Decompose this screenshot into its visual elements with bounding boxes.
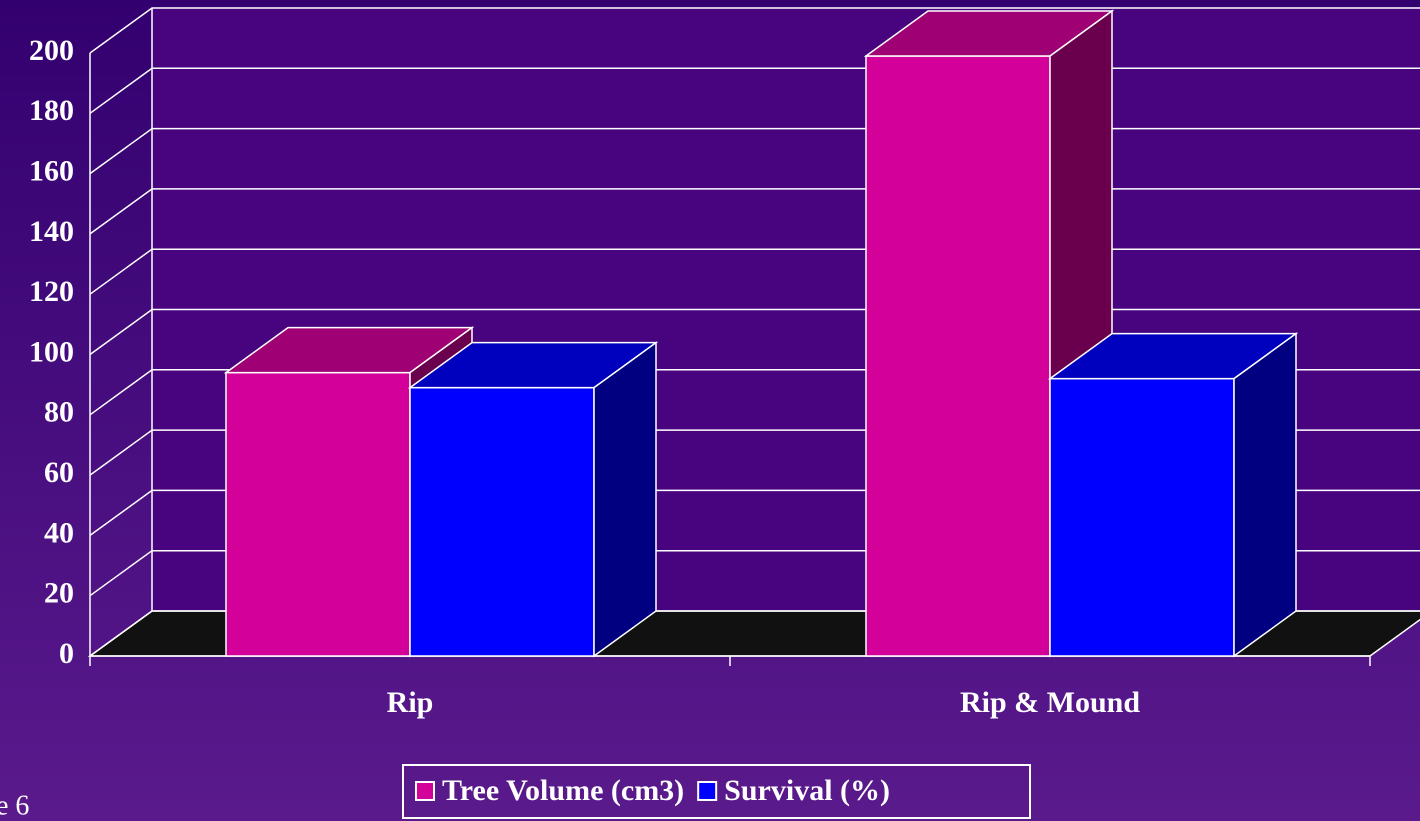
- y-tick-label: 140: [29, 215, 74, 248]
- legend-swatch: [415, 781, 435, 801]
- y-tick-label: 160: [29, 154, 74, 187]
- grid-line: [89, 7, 1420, 54]
- x-tick-label: Rip & Mound: [960, 686, 1140, 719]
- legend-box: [402, 764, 1031, 819]
- legend-label: Survival (%): [724, 774, 890, 807]
- legend: Tree Volume (cm3) Survival (%): [402, 764, 1031, 819]
- bar-side: [593, 341, 657, 658]
- y-tick-label: 100: [29, 335, 74, 368]
- x-tick-label: Rip: [387, 686, 434, 719]
- bar-side: [1233, 332, 1297, 658]
- legend-swatch: [697, 781, 718, 801]
- y-tick-label: 60: [44, 456, 74, 489]
- y-tick-label: 40: [44, 516, 74, 549]
- y-tick-label: 200: [29, 34, 74, 67]
- bar-front: [865, 55, 1051, 657]
- bar-front: [225, 371, 411, 657]
- bar: [407, 341, 659, 658]
- y-tick-label: 0: [59, 637, 74, 670]
- legend-label: Tree Volume (cm3): [442, 774, 684, 807]
- y-tick-label: 180: [29, 94, 74, 127]
- bar-front: [1049, 377, 1235, 657]
- y-tick-label: 20: [44, 577, 74, 610]
- y-tick-label: 120: [29, 275, 74, 308]
- y-tick-label: 80: [44, 396, 74, 429]
- slide-label: e 6: [0, 790, 29, 821]
- bar-front: [409, 386, 595, 657]
- bar: [1047, 332, 1299, 658]
